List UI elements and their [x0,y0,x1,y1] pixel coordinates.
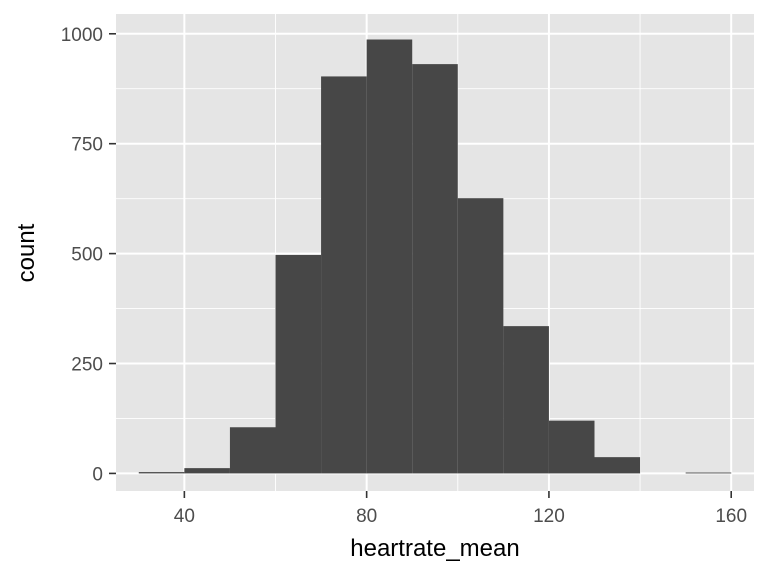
x-tick-label: 40 [174,506,195,527]
histogram-bar [139,472,185,473]
y-axis: 0 250 500 750 1000 [61,25,116,486]
histogram-bar [230,427,276,473]
histogram-bar [503,326,549,473]
histogram-bar [595,457,641,473]
y-tick-label: 500 [71,245,103,266]
histogram-bar [458,198,504,473]
x-tick-label: 120 [533,506,565,527]
x-axis-title: heartrate_mean [350,535,519,562]
histogram-bar [367,39,413,473]
y-axis-title: count [13,223,40,282]
histogram-bar [321,76,367,473]
histogram-bar [549,421,595,474]
x-tick-label: 80 [356,506,377,527]
x-tick-label: 160 [715,506,747,527]
histogram-bar [412,64,458,473]
x-axis: 40 80 120 160 [174,491,747,527]
y-tick-label: 250 [71,355,103,376]
histogram-bar [184,468,230,473]
y-tick-label: 750 [71,135,103,156]
histogram-bar [276,255,322,473]
y-tick-label: 0 [92,464,103,485]
histogram-bar [686,473,732,474]
y-tick-label: 1000 [61,25,103,46]
